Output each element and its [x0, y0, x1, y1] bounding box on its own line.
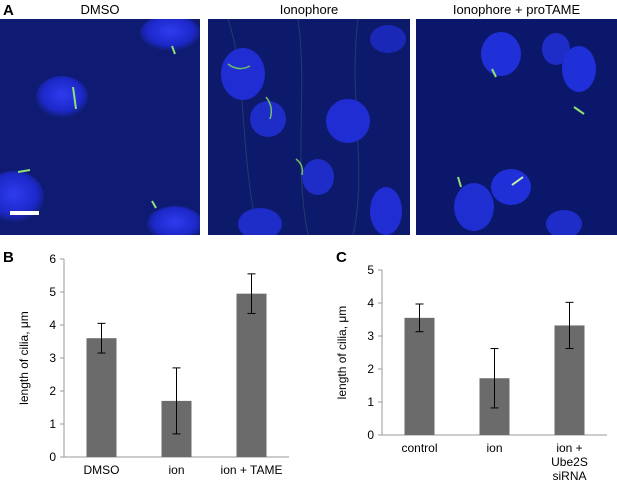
y-tick-label: 1 [367, 395, 374, 409]
cilium [457, 176, 462, 188]
y-tick-label: 5 [367, 263, 374, 277]
y-tick-label: 0 [367, 428, 374, 442]
cilium [151, 200, 157, 209]
nucleus [36, 76, 88, 118]
y-tick-label: 2 [367, 362, 374, 376]
x-tick-label: DMSO [84, 463, 120, 477]
cilium [573, 106, 585, 115]
x-tick-label: ion [486, 441, 502, 455]
panel-c-letter: C [336, 249, 347, 266]
nucleus [302, 159, 334, 195]
nucleus [481, 32, 521, 76]
nucleus [370, 25, 406, 53]
x-tick-label: ion [168, 463, 184, 477]
cilium [17, 169, 31, 173]
y-tick-label: 4 [367, 296, 374, 310]
x-tick-label: control [401, 441, 437, 455]
y-axis-label: length of cilia, μm [335, 306, 349, 400]
cilium [72, 86, 77, 110]
nucleus [491, 169, 531, 205]
x-tick-label: ion + [556, 441, 582, 455]
x-tick-label: Ube2S [551, 455, 588, 469]
nucleus [140, 19, 200, 51]
micrograph-ionophore-protame [416, 19, 617, 235]
y-tick-label: 3 [49, 351, 56, 365]
cilium [171, 45, 176, 55]
nucleus [370, 187, 402, 235]
nucleus [238, 208, 282, 235]
bar [86, 338, 117, 457]
micrograph-dmso [0, 19, 200, 235]
cilium [227, 63, 251, 70]
image-title-ionophore: Ionophore [279, 2, 339, 17]
y-tick-label: 5 [49, 285, 56, 299]
y-axis-label: length of cilia, μm [17, 311, 31, 405]
nucleus [250, 101, 286, 137]
y-tick-label: 1 [49, 417, 56, 431]
y-tick-label: 4 [49, 318, 56, 332]
nucleus [0, 171, 44, 223]
nucleus [221, 48, 265, 100]
panel-b-letter: B [3, 249, 14, 266]
image-title-dmso: DMSO [80, 2, 120, 17]
chart-c: 0 1 2 3 4 5 length of cilia, μm control ion ion +… [335, 263, 607, 483]
cilium [295, 158, 304, 176]
micrograph-ionophore [208, 19, 410, 235]
panel-a-letter: A [3, 2, 14, 19]
x-tick-label: siRNA [552, 469, 586, 483]
y-tick-label: 0 [49, 450, 56, 464]
scale-bar [10, 211, 39, 215]
cilium [265, 96, 273, 120]
image-title-ionophore-protame: Ionophore + proTAME [452, 2, 581, 17]
bar [404, 317, 435, 435]
bar [236, 293, 267, 457]
y-tick-label: 2 [49, 384, 56, 398]
nucleus [147, 206, 200, 235]
cilium [511, 176, 524, 186]
y-tick-label: 6 [49, 252, 56, 266]
nucleus [562, 46, 596, 92]
nucleus [546, 210, 582, 235]
nucleus [542, 33, 570, 65]
x-tick-label: ion + TAME [221, 463, 283, 477]
chart-b: 0 1 2 3 4 5 6 length of cilia, μm DMSO ion ion + T… [17, 252, 289, 477]
y-tick-label: 3 [367, 329, 374, 343]
nucleus [454, 183, 494, 231]
nucleus [326, 99, 370, 143]
cilium [491, 68, 497, 78]
